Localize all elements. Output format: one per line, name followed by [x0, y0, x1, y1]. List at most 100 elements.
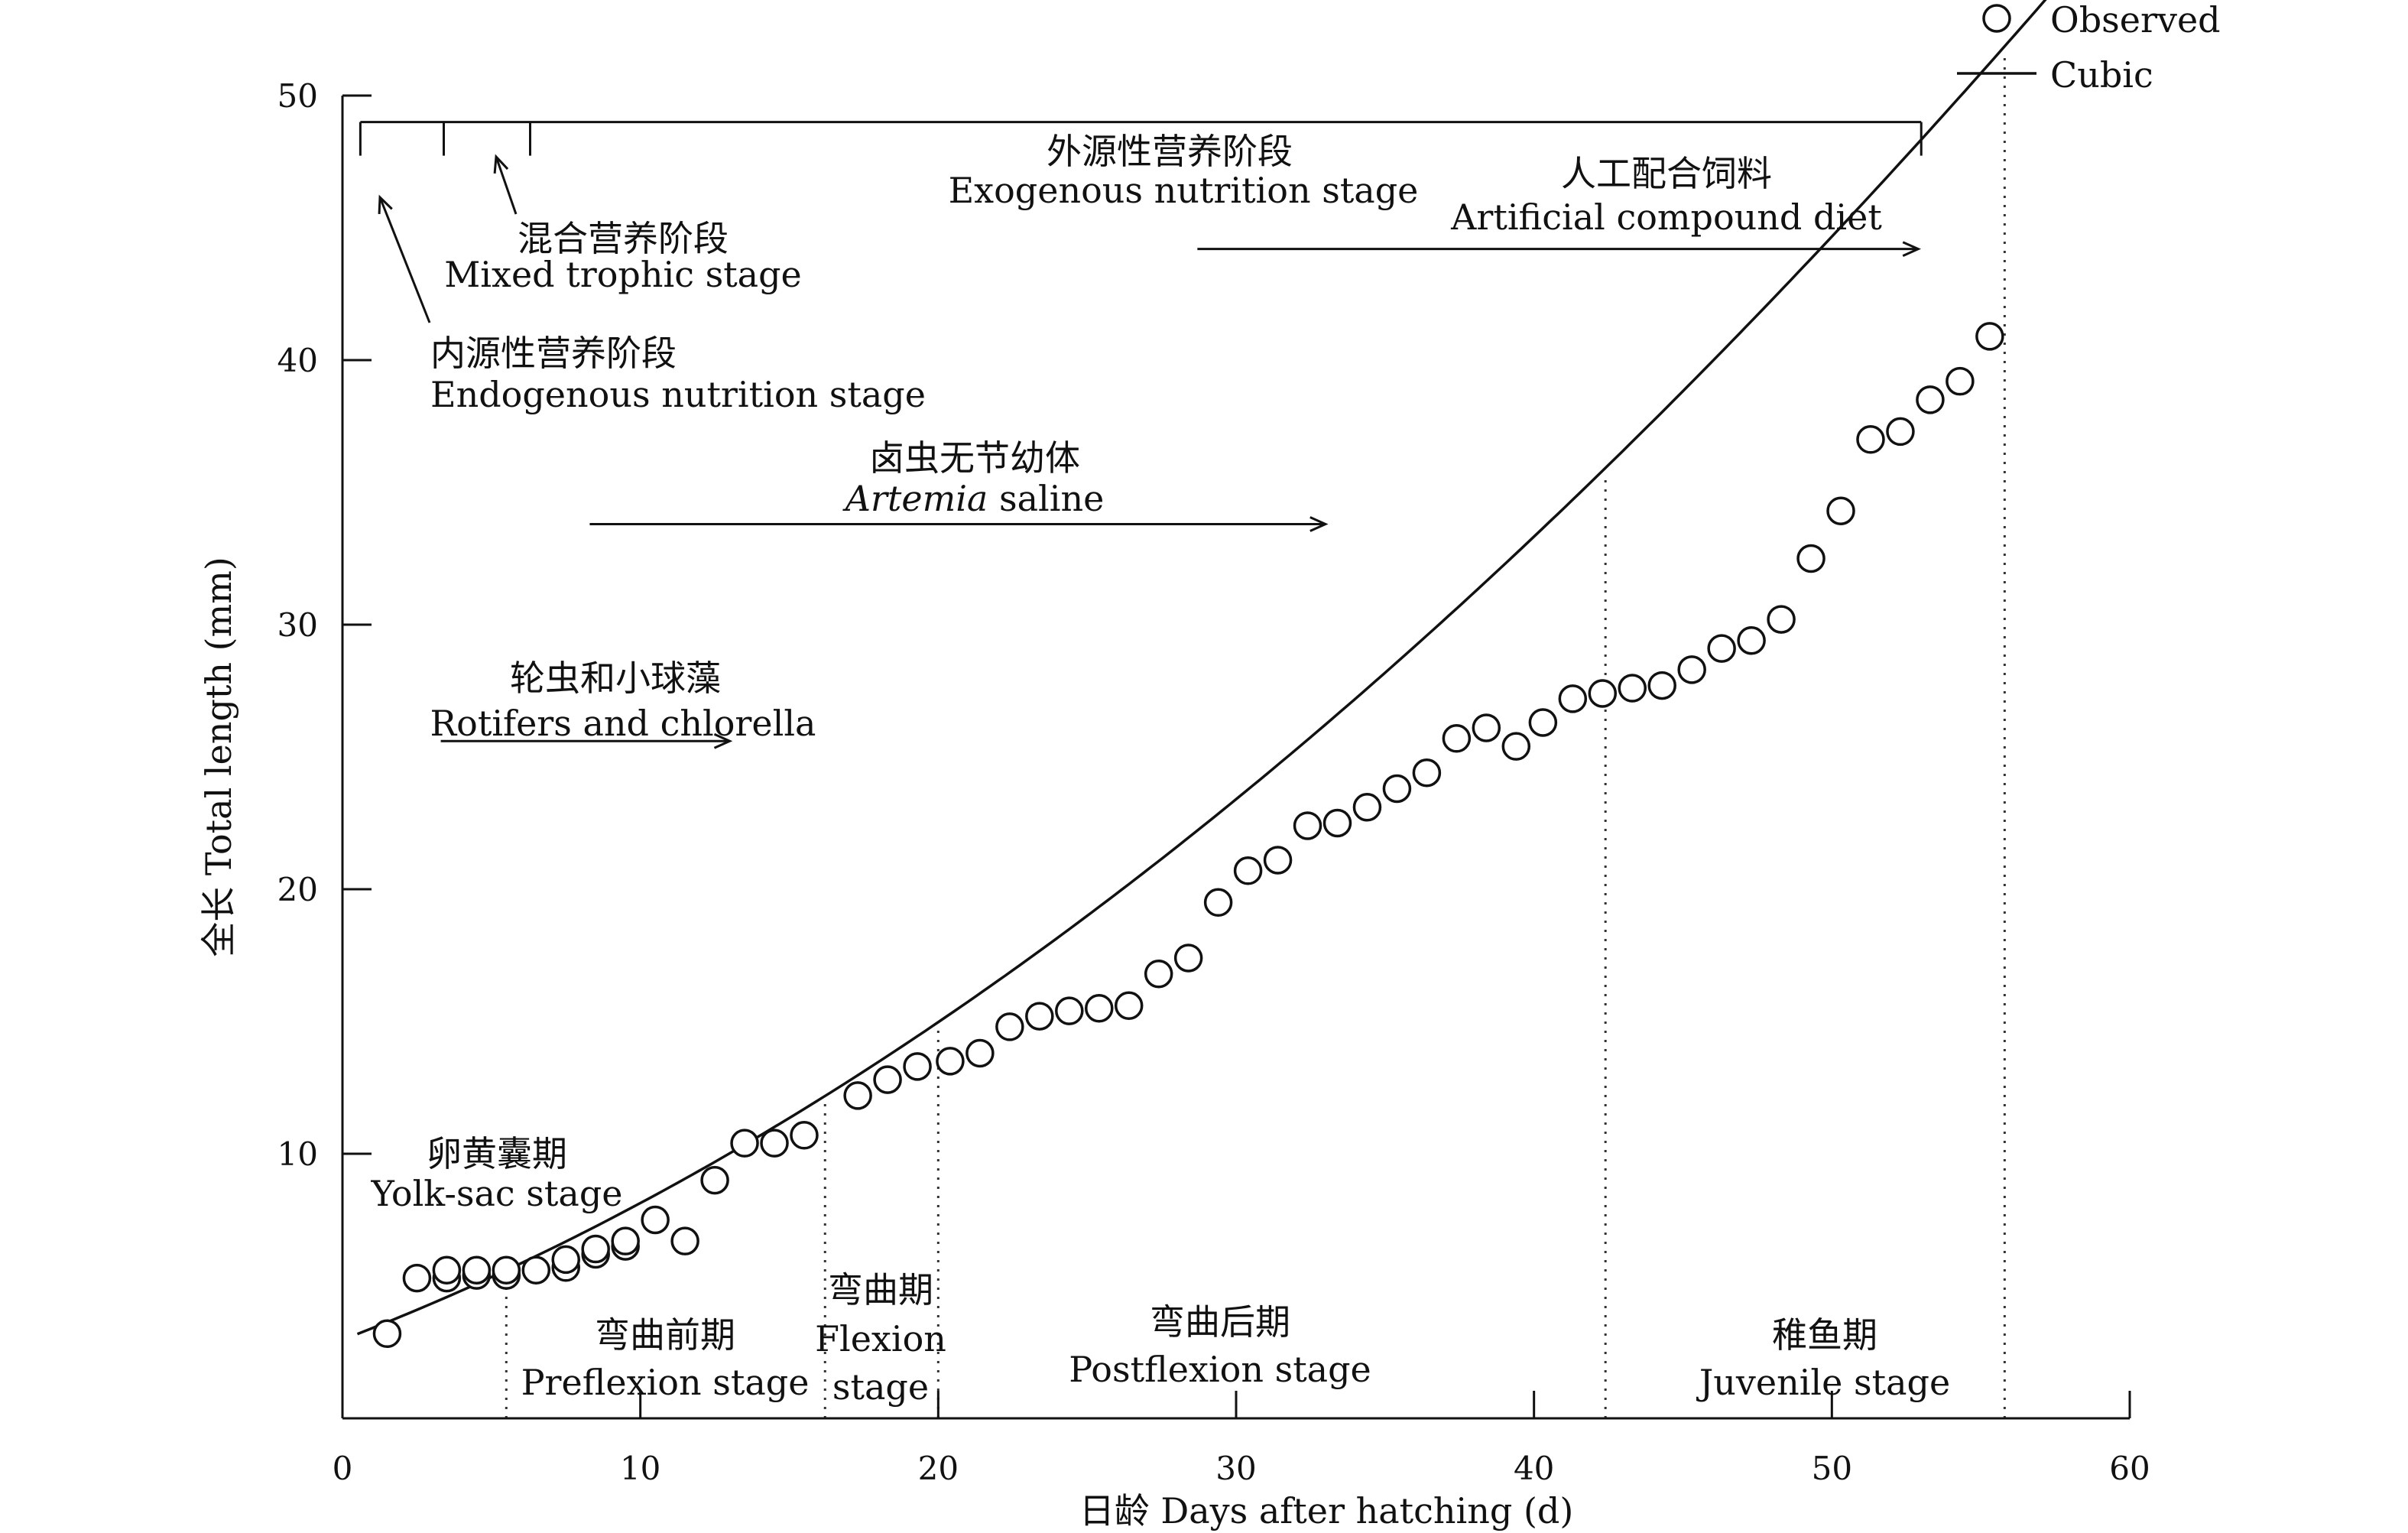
observed-point	[1558, 684, 1588, 713]
stage-label-flexion-en2: stage	[832, 1366, 929, 1408]
legend-cubic-label: Cubic	[2050, 54, 2153, 96]
stage-label-juvenile-en: Juvenile stage	[1696, 1362, 1950, 1403]
observed-point	[965, 1038, 995, 1068]
observed-point	[611, 1226, 640, 1255]
observed-point	[1085, 993, 1114, 1023]
observed-point	[581, 1234, 610, 1264]
observed-point	[873, 1065, 902, 1094]
diet-artificial-en: Artificial compound diet	[1450, 196, 1882, 238]
observed-point	[670, 1226, 699, 1255]
diet-arrow-2-head	[1902, 241, 1922, 258]
observed-point	[1796, 544, 1825, 573]
diet-artemia-en-rest: saline	[988, 478, 1104, 519]
axes: 0 10 20 30 40 50 60 10 20 30 40 50	[277, 77, 2150, 1487]
stage-label-postflexion-cn: 弯曲后期	[1150, 1301, 1290, 1343]
observed-point	[1856, 425, 1885, 454]
endogenous-label-cn: 内源性营养阶段	[430, 333, 677, 374]
observed-point	[760, 1129, 789, 1158]
observed-point	[1382, 774, 1412, 804]
legend: Observed Cubic	[1957, 0, 2221, 96]
observed-point	[432, 1255, 462, 1285]
observed-point	[492, 1255, 521, 1285]
x-tick-label-40: 40	[1514, 1450, 1554, 1487]
stage-label-yolk-sac-cn: 卵黄囊期	[427, 1133, 567, 1174]
observed-point	[1647, 671, 1676, 700]
mixed-arrow	[495, 156, 518, 215]
diet-rotifers-en: Rotifers and chlorella	[430, 703, 816, 744]
observed-point	[1916, 385, 1945, 414]
observed-point	[1618, 674, 1647, 703]
mixed-arrow-head	[493, 154, 509, 174]
observed-point	[1886, 417, 1915, 447]
observed-point	[1203, 888, 1233, 918]
observed-point	[1173, 944, 1203, 973]
observed-point	[372, 1319, 402, 1349]
diet-arrow-0-head	[713, 732, 733, 749]
x-tick-label-10: 10	[620, 1450, 660, 1487]
observed-point	[1293, 811, 1322, 840]
observed-point	[1737, 626, 1766, 655]
observed-point	[1588, 679, 1618, 708]
y-tick-label-50: 50	[277, 77, 318, 115]
legend-observed-marker	[1982, 4, 2011, 33]
stage-label-preflexion-cn: 弯曲前期	[595, 1314, 735, 1356]
observed-point	[641, 1205, 670, 1235]
x-tick-label-0: 0	[333, 1450, 353, 1487]
observed-point	[521, 1255, 551, 1285]
diet-arrow-1-head	[1309, 516, 1329, 532]
diet-artemia-cn: 卤虫无节幼体	[869, 437, 1080, 479]
stage-label-preflexion-en: Preflexion stage	[521, 1362, 810, 1403]
observed-point	[1055, 996, 1084, 1025]
observed-point	[462, 1255, 492, 1285]
observed-point	[700, 1165, 729, 1195]
observed-point	[1144, 959, 1173, 989]
observed-point	[936, 1047, 965, 1076]
x-axis-label: 日龄 Days after hatching (d)	[1079, 1490, 1574, 1531]
observed-point	[903, 1052, 932, 1081]
stage-label-juvenile-cn: 稚鱼期	[1772, 1314, 1877, 1356]
diet-artemia-en-italic: Artemia	[842, 478, 988, 519]
legend-observed-label: Observed	[2050, 0, 2221, 41]
observed-point	[730, 1129, 759, 1158]
mixed-label-cn: 混合营养阶段	[518, 218, 729, 259]
observed-point	[1352, 792, 1382, 822]
endogenous-arrow-head	[378, 194, 393, 215]
y-tick-label-10: 10	[277, 1135, 318, 1173]
x-tick-label-30: 30	[1215, 1450, 1256, 1487]
y-tick-label-40: 40	[277, 342, 318, 379]
cubic-fit-line	[356, 0, 2047, 1336]
diet-rotifers-cn: 轮虫和小球藻	[510, 658, 721, 699]
diet-artemia-en: Artemia saline	[842, 478, 1105, 519]
plot-area	[356, 0, 2047, 1418]
diet-artificial-cn: 人工配合饲料	[1561, 153, 1772, 194]
observed-point	[1114, 991, 1144, 1020]
observed-point	[1528, 708, 1558, 737]
observed-point	[1322, 808, 1352, 838]
y-tick-label-30: 30	[277, 606, 318, 644]
x-tick-label-60: 60	[2109, 1450, 2150, 1487]
observed-point	[1707, 634, 1736, 663]
exogenous-label-cn: 外源性营养阶段	[1047, 131, 1293, 172]
observed-point	[1412, 758, 1442, 788]
observed-point	[551, 1245, 580, 1275]
endogenous-arrow	[378, 196, 431, 323]
observed-point	[1501, 732, 1531, 761]
y-axis-label: 全长 Total length (mm)	[198, 557, 239, 957]
observed-point	[1826, 496, 1855, 525]
exogenous-label-en: Exogenous nutrition stage	[949, 170, 1419, 211]
observed-point	[790, 1121, 819, 1150]
observed-point	[1677, 655, 1706, 684]
x-tick-label-20: 20	[918, 1450, 959, 1487]
mixed-label-en: Mixed trophic stage	[444, 254, 802, 295]
y-tick-label-20: 20	[277, 871, 318, 908]
observed-point	[1975, 322, 2004, 351]
stage-label-flexion-cn: 弯曲期	[828, 1269, 933, 1311]
endogenous-label-en: Endogenous nutrition stage	[430, 374, 926, 415]
observed-point	[843, 1081, 872, 1110]
observed-point	[1472, 713, 1501, 742]
observed-point	[1233, 856, 1263, 885]
observed-point	[1025, 1002, 1054, 1031]
observed-point	[1442, 724, 1472, 753]
stage-label-flexion-en: Flexion	[815, 1318, 946, 1359]
